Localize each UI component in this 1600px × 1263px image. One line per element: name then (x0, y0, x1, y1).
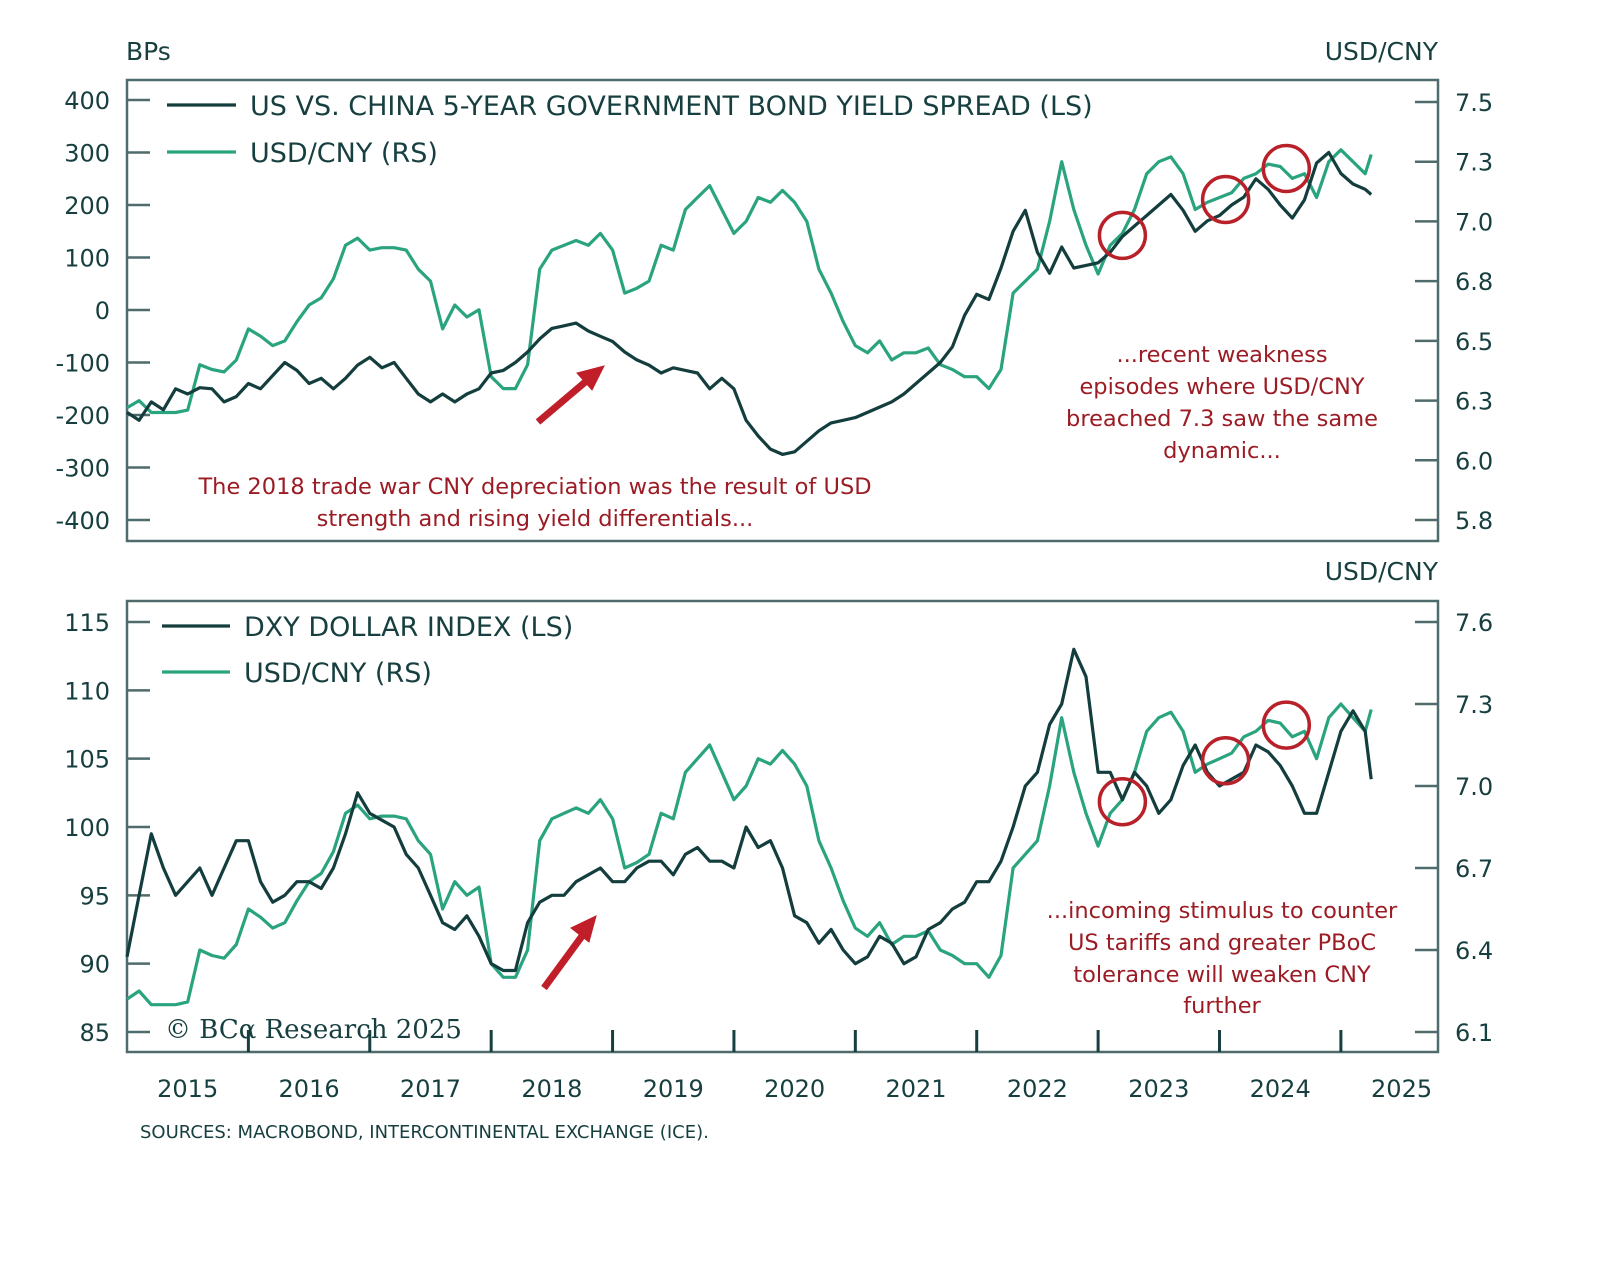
bottom-series-dxy (125, 647, 1373, 973)
top-annotation-line-2: strength and rising yield differentials.… (317, 506, 754, 532)
bottom-highlight-circles (1097, 700, 1312, 827)
top-left-tick-label: -400 (56, 507, 110, 535)
top-right-tick-label: 6.3 (1455, 388, 1493, 416)
x-tick-label: 2016 (279, 1075, 340, 1103)
top-highlight-circle (1261, 143, 1312, 194)
bottom-highlight-circle (1200, 735, 1251, 786)
x-tick-label: 2023 (1128, 1075, 1189, 1103)
bottom-left-tick-label: 100 (64, 814, 110, 842)
x-tick-label: 2015 (157, 1075, 218, 1103)
top-right-tick-label: 7.0 (1455, 208, 1493, 236)
bottom-legend: DXY DOLLAR INDEX (LS) USD/CNY (RS) (162, 612, 573, 689)
top-arrow (535, 365, 605, 425)
top-left-tick-label: -100 (56, 350, 110, 378)
top-left-tick-label: 100 (64, 245, 110, 273)
top-right-tick-label: 6.0 (1455, 447, 1493, 475)
bottom-panel: USD/CNY 115 110 105 100 95 90 85 7.6 7.3 7.0 6.7 6… (64, 557, 1493, 1103)
bottom-x-axis: 2015 2016 2017 2018 2019 2020 2021 2022 2023 2024… (157, 1030, 1432, 1103)
arrow-head-top (576, 365, 605, 391)
bottom-left-axis: 115 110 105 100 95 90 85 (64, 609, 150, 1047)
top-left-tick-label: 0 (95, 297, 110, 325)
top-highlight-circle (1200, 174, 1251, 225)
bottom-left-tick-label: 85 (79, 1019, 110, 1047)
bottom-right-tick-label: 6.4 (1455, 937, 1493, 965)
top-highlight-circle (1097, 210, 1148, 261)
arrow-head-bottom (570, 915, 597, 943)
bottom-left-tick-label: 90 (79, 951, 110, 979)
top-right-tick-label: 6.5 (1455, 328, 1493, 356)
x-tick-label: 2020 (764, 1075, 825, 1103)
top-right-axis: 7.5 7.3 7.0 6.8 6.5 6.3 6.0 5.8 (1415, 89, 1493, 535)
bottom-left-tick-label: 105 (64, 746, 110, 774)
bottom-left-tick-label: 115 (64, 609, 110, 637)
top-highlight-circles (1097, 143, 1312, 261)
bottom-right-tick-label: 6.1 (1455, 1019, 1493, 1047)
bottom-annotation-line-3: tolerance will weaken CNY (1073, 962, 1371, 988)
x-tick-label: 2017 (400, 1075, 461, 1103)
legend-label-usdcny-top: USD/CNY (RS) (250, 138, 438, 169)
x-tick-label: 2021 (885, 1075, 946, 1103)
top-right-unit-label: USD/CNY (1325, 37, 1439, 66)
top-series-yield-spread (126, 150, 1373, 456)
legend-label-spread: US VS. CHINA 5-YEAR GOVERNMENT BOND YIEL… (250, 91, 1093, 122)
bottom-series-group (125, 647, 1373, 1007)
top-legend: US VS. CHINA 5-YEAR GOVERNMENT BOND YIEL… (167, 91, 1093, 169)
top-left-tick-label: 200 (64, 192, 110, 220)
bottom-right-tick-label: 7.6 (1455, 609, 1493, 637)
top-right-tick-label: 7.5 (1455, 89, 1493, 117)
bottom-annotation-line-1: ...incoming stimulus to counter (1047, 898, 1398, 924)
bottom-right-axis: 7.6 7.3 7.0 6.7 6.4 6.1 (1415, 609, 1493, 1047)
top-left-unit-label: BPs (126, 37, 171, 66)
bottom-right-tick-label: 7.3 (1455, 691, 1493, 719)
top-right-tick-label: 5.8 (1455, 507, 1493, 535)
legend-label-dxy: DXY DOLLAR INDEX (LS) (244, 612, 573, 643)
top-left-tick-label: 400 (64, 87, 110, 115)
bottom-annotation-line-4: further (1183, 993, 1261, 1019)
copyright-label: © BCα Research 2025 (165, 1015, 462, 1045)
bottom-highlight-circle (1097, 776, 1148, 827)
top-left-tick-label: -200 (56, 402, 110, 430)
bottom-annotation-line-2: US tariffs and greater PBoC (1068, 930, 1376, 956)
top-right-annotation-line-4: dynamic... (1163, 438, 1281, 464)
top-left-tick-label: -300 (56, 455, 110, 483)
top-series-usdcny (126, 148, 1373, 415)
arrow-shaft-top (535, 375, 593, 425)
x-tick-label: 2018 (521, 1075, 582, 1103)
top-right-annotation-line-1: ...recent weakness (1116, 342, 1327, 368)
x-tick-label: 2024 (1250, 1075, 1311, 1103)
sources-footnote: SOURCES: MACROBOND, INTERCONTINENTAL EXC… (140, 1122, 709, 1143)
top-left-tick-label: 300 (64, 140, 110, 168)
bottom-series-usdcny (126, 702, 1373, 1007)
top-series-group (126, 148, 1373, 456)
x-tick-label: 2025 (1371, 1075, 1432, 1103)
top-annotation-line-1: The 2018 trade war CNY depreciation was … (197, 474, 871, 500)
bottom-left-tick-label: 110 (64, 677, 110, 705)
bottom-right-tick-label: 6.7 (1455, 855, 1493, 883)
top-right-tick-label: 7.3 (1455, 149, 1493, 177)
top-right-tick-label: 6.8 (1455, 268, 1493, 296)
bottom-highlight-circle (1261, 700, 1312, 750)
top-panel: BPs USD/CNY 400 300 200 100 0 -100 -200 -300 -40… (56, 37, 1493, 543)
top-left-axis: 400 300 200 100 0 -100 -200 -300 -400 (56, 87, 150, 535)
bottom-left-tick-label: 95 (79, 882, 110, 910)
x-tick-label: 2019 (643, 1075, 704, 1103)
legend-label-usdcny-bottom: USD/CNY (RS) (244, 658, 432, 689)
bottom-right-unit-label: USD/CNY (1325, 557, 1439, 586)
bottom-arrow (541, 915, 597, 991)
arrow-shaft-bottom (541, 929, 588, 991)
bottom-right-tick-label: 7.0 (1455, 773, 1493, 801)
x-tick-label: 2022 (1007, 1075, 1068, 1103)
top-right-annotation-line-3: breached 7.3 saw the same (1066, 406, 1378, 432)
top-right-annotation-line-2: episodes where USD/CNY (1079, 374, 1364, 400)
